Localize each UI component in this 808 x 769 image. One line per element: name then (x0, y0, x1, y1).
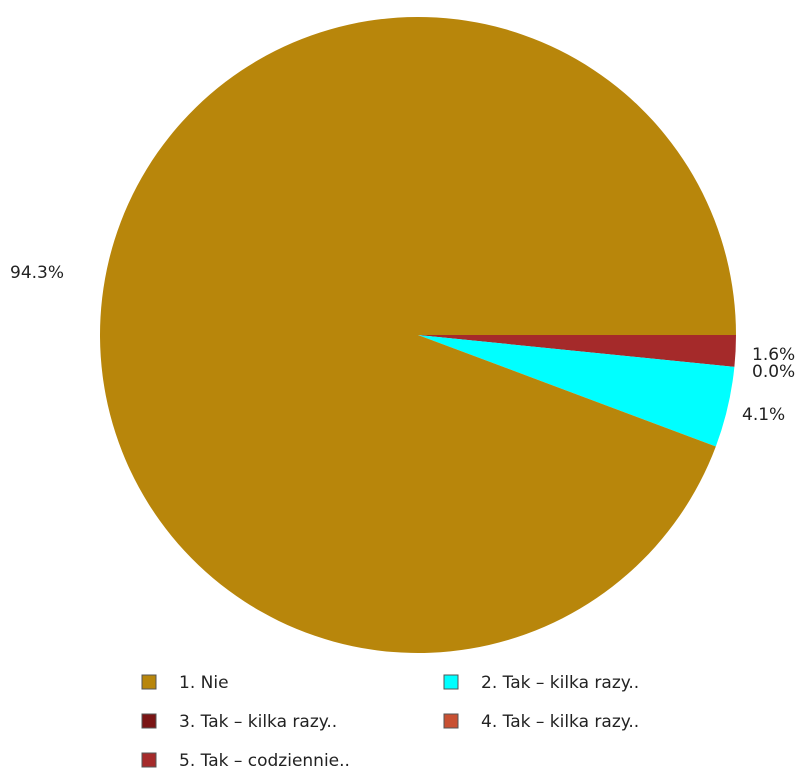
pie-slices (99, 16, 736, 654)
slice-value-label-2: 4.1% (742, 405, 785, 425)
legend-item-3: 3. Tak – kilka razy.. (141, 712, 337, 732)
pie-value-labels: 94.3% 4.1% 1.6%0.0% (10, 263, 795, 425)
legend-label-4: 4. Tak – kilka razy.. (481, 712, 639, 732)
slice-value-label-5: 1.6% (752, 345, 795, 365)
pie-slice-5 (418, 335, 736, 367)
legend-item-4: 4. Tak – kilka razy.. (443, 712, 639, 732)
legend-item-1: 1. Nie (141, 673, 229, 693)
legend-swatch-3 (141, 713, 157, 729)
slice-value-label-3: 0.0% (752, 362, 795, 382)
legend-swatch-4 (443, 713, 459, 729)
legend-label-5: 5. Tak – codziennie.. (179, 751, 350, 769)
legend-label-1: 1. Nie (179, 673, 229, 693)
chart-legend: 1. Nie 2. Tak – kilka razy.. 3. Tak – kilk… (141, 673, 639, 769)
pie-slice-1 (99, 16, 736, 654)
legend-swatch-1 (141, 674, 157, 690)
slice-value-label-1: 94.3% (10, 263, 64, 283)
pie-slice-2 (418, 335, 735, 447)
legend-swatch-2 (443, 674, 459, 690)
legend-label-3: 3. Tak – kilka razy.. (179, 712, 337, 732)
legend-item-2: 2. Tak – kilka razy.. (443, 673, 639, 693)
legend-item-5: 5. Tak – codziennie.. (141, 751, 350, 769)
legend-swatch-5 (141, 752, 157, 768)
legend-label-2: 2. Tak – kilka razy.. (481, 673, 639, 693)
